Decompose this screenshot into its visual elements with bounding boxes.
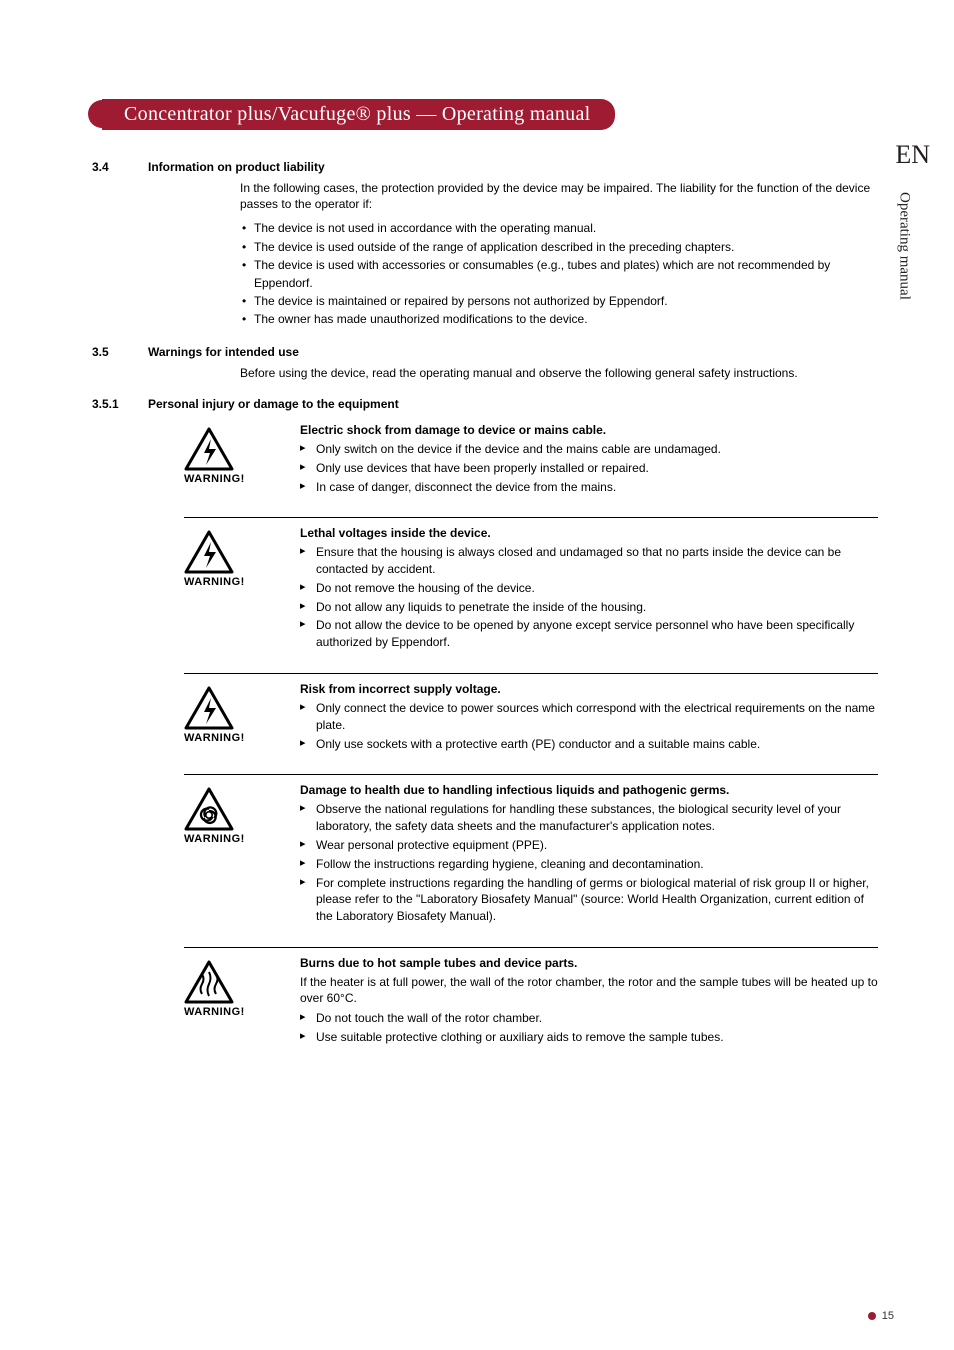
section-body-3-4: In the following cases, the protection p… xyxy=(240,180,878,329)
warning-block: WARNING! Damage to health due to handlin… xyxy=(184,774,878,937)
page-number: 15 xyxy=(868,1310,894,1322)
warnings-container: WARNING! Electric shock from damage to d… xyxy=(184,423,878,1058)
warning-icon-column: WARNING! xyxy=(184,526,300,663)
shock-icon xyxy=(184,686,234,730)
bullet-item: The device is not used in accordance wit… xyxy=(240,220,878,237)
page-content: 3.4 Information on product liability In … xyxy=(92,160,878,1058)
liability-bullets: The device is not used in accordance wit… xyxy=(240,220,878,328)
warning-block: WARNING! Risk from incorrect supply volt… xyxy=(184,673,878,764)
section-number: 3.4 xyxy=(92,160,148,174)
warning-item: Only connect the device to power sources… xyxy=(300,700,878,734)
header-title: Concentrator plus/Vacufuge® plus — Opera… xyxy=(102,99,615,130)
section-heading-3-4: 3.4 Information on product liability xyxy=(92,160,878,174)
warning-item: Only use devices that have been properly… xyxy=(300,460,878,477)
warning-block: WARNING! Electric shock from damage to d… xyxy=(184,423,878,507)
warning-item: Follow the instructions regarding hygien… xyxy=(300,856,878,873)
warning-list: Do not touch the wall of the rotor chamb… xyxy=(300,1010,878,1046)
warning-item: Only switch on the device if the device … xyxy=(300,441,878,458)
section-title: Information on product liability xyxy=(148,160,325,174)
warning-item: Do not touch the wall of the rotor chamb… xyxy=(300,1010,878,1027)
section-intro: In the following cases, the protection p… xyxy=(240,180,878,212)
warning-body: Lethal voltages inside the device. Ensur… xyxy=(300,526,878,663)
language-code: EN xyxy=(895,140,930,170)
header-dot xyxy=(88,100,116,128)
warning-list: Only switch on the device if the device … xyxy=(300,441,878,495)
warning-title: Electric shock from damage to device or … xyxy=(300,423,878,437)
warning-block: WARNING! Lethal voltages inside the devi… xyxy=(184,517,878,663)
warning-label: WARNING! xyxy=(184,833,245,845)
side-label: Operating manual xyxy=(895,192,912,300)
warning-intro: If the heater is at full power, the wall… xyxy=(300,974,878,1006)
biohazard-icon xyxy=(184,787,234,831)
section-heading-3-5-1: 3.5.1 Personal injury or damage to the e… xyxy=(92,397,878,411)
warning-body: Damage to health due to handling infecti… xyxy=(300,783,878,937)
bullet-item: The device is maintained or repaired by … xyxy=(240,293,878,310)
warning-title: Burns due to hot sample tubes and device… xyxy=(300,956,878,970)
warning-icon-column: WARNING! xyxy=(184,956,300,1058)
warning-item: Do not remove the housing of the device. xyxy=(300,580,878,597)
warning-body: Electric shock from damage to device or … xyxy=(300,423,878,507)
bullet-item: The device is used outside of the range … xyxy=(240,239,878,256)
section-title: Warnings for intended use xyxy=(148,345,299,359)
section-number: 3.5 xyxy=(92,345,148,359)
warning-list: Only connect the device to power sources… xyxy=(300,700,878,752)
page-header: Concentrator plus/Vacufuge® plus — Opera… xyxy=(88,100,615,128)
bullet-item: The owner has made unauthorized modifica… xyxy=(240,311,878,328)
section-body-3-5: Before using the device, read the operat… xyxy=(240,365,878,381)
shock-icon xyxy=(184,530,234,574)
warning-item: Observe the national regulations for han… xyxy=(300,801,878,835)
section-heading-3-5: 3.5 Warnings for intended use xyxy=(92,345,878,359)
warning-title: Lethal voltages inside the device. xyxy=(300,526,878,540)
warning-title: Damage to health due to handling infecti… xyxy=(300,783,878,797)
warning-icon-column: WARNING! xyxy=(184,783,300,937)
warning-label: WARNING! xyxy=(184,1006,245,1018)
warning-item: Do not allow the device to be opened by … xyxy=(300,617,878,651)
side-tab: EN Operating manual xyxy=(895,140,930,300)
warning-body: Burns due to hot sample tubes and device… xyxy=(300,956,878,1058)
warning-title: Risk from incorrect supply voltage. xyxy=(300,682,878,696)
bullet-item: The device is used with accessories or c… xyxy=(240,257,878,292)
section-title: Personal injury or damage to the equipme… xyxy=(148,397,399,411)
warning-item: Use suitable protective clothing or auxi… xyxy=(300,1029,878,1046)
shock-icon xyxy=(184,427,234,471)
warning-label: WARNING! xyxy=(184,732,245,744)
warning-item: In case of danger, disconnect the device… xyxy=(300,479,878,496)
warning-icon-column: WARNING! xyxy=(184,682,300,764)
section-number: 3.5.1 xyxy=(92,397,148,411)
warning-list: Ensure that the housing is always closed… xyxy=(300,544,878,651)
warning-label: WARNING! xyxy=(184,473,245,485)
warning-item: Do not allow any liquids to penetrate th… xyxy=(300,599,878,616)
warning-block: WARNING! Burns due to hot sample tubes a… xyxy=(184,947,878,1058)
warning-item: For complete instructions regarding the … xyxy=(300,875,878,925)
hot-surface-icon xyxy=(184,960,234,1004)
warning-item: Only use sockets with a protective earth… xyxy=(300,736,878,753)
warning-item: Ensure that the housing is always closed… xyxy=(300,544,878,578)
section-intro: Before using the device, read the operat… xyxy=(240,365,878,381)
warning-body: Risk from incorrect supply voltage. Only… xyxy=(300,682,878,764)
warning-label: WARNING! xyxy=(184,576,245,588)
warning-list: Observe the national regulations for han… xyxy=(300,801,878,925)
warning-item: Wear personal protective equipment (PPE)… xyxy=(300,837,878,854)
warning-icon-column: WARNING! xyxy=(184,423,300,507)
